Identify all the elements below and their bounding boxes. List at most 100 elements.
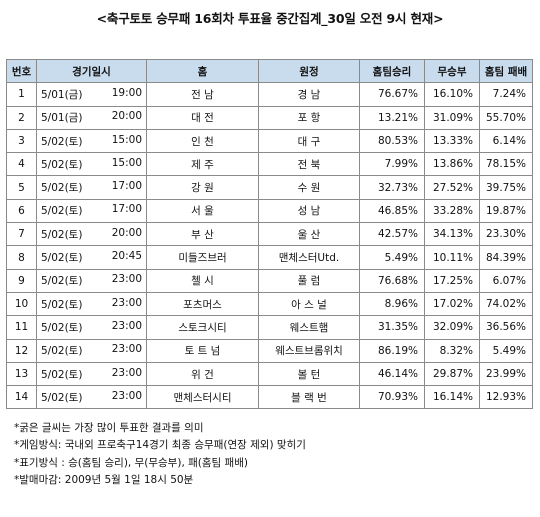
cell-home-team: 위 건 bbox=[146, 361, 259, 387]
table-row: 8 5/02(토) 20:45 미들즈브러 맨체스터Utd. 5.49% 10.11% 84.… bbox=[6, 245, 533, 270]
cell-home-lose: 39.75% bbox=[479, 175, 533, 200]
cell-time: 15:00 bbox=[111, 156, 142, 169]
cell-home-lose: 5.49% bbox=[479, 338, 533, 363]
cell-number: 10 bbox=[6, 291, 37, 317]
cell-away-team: 웨스트브롬위치 bbox=[258, 338, 360, 363]
cell-home-win: 31.35% bbox=[359, 315, 425, 340]
cell-home-team: 강 원 bbox=[146, 175, 259, 200]
cell-time: 20:00 bbox=[111, 226, 142, 239]
cell-away-team: 맨체스터Utd. bbox=[258, 245, 360, 270]
cell-draw: 29.87% bbox=[424, 361, 480, 387]
header-away: 원정 bbox=[258, 58, 360, 84]
cell-number: 3 bbox=[6, 128, 37, 154]
cell-home-lose: 7.24% bbox=[479, 82, 533, 107]
cell-date: 5/01(금) bbox=[41, 88, 83, 101]
cell-draw: 32.09% bbox=[424, 315, 480, 340]
cell-time: 20:00 bbox=[111, 110, 142, 123]
cell-date: 5/01(금) bbox=[41, 112, 83, 125]
cell-home-team: 대 전 bbox=[146, 105, 259, 130]
cell-home-lose: 6.14% bbox=[479, 128, 533, 154]
cell-away-team: 웨스트햄 bbox=[258, 315, 360, 340]
cell-away-team: 전 북 bbox=[258, 152, 360, 177]
cell-date: 5/02(토) bbox=[41, 321, 83, 334]
cell-away-team: 볼 턴 bbox=[258, 361, 360, 387]
cell-datetime: 5/02(토) 17:00 bbox=[36, 198, 147, 224]
cell-number: 4 bbox=[6, 152, 37, 177]
cell-time: 23:00 bbox=[111, 273, 142, 286]
cell-home-lose: 23.30% bbox=[479, 222, 533, 247]
cell-home-win: 76.68% bbox=[359, 268, 425, 293]
cell-number: 7 bbox=[6, 222, 37, 247]
cell-home-win: 86.19% bbox=[359, 338, 425, 363]
cell-time: 20:45 bbox=[111, 250, 142, 263]
cell-time: 23:00 bbox=[111, 319, 142, 332]
cell-time: 23:00 bbox=[111, 296, 142, 309]
cell-draw: 27.52% bbox=[424, 175, 480, 200]
vote-rate-table: 번호 경기일시 홈 원정 홈팀승리 무승부 홈팀 패배 1 5/01(금) 19:0… bbox=[6, 58, 533, 410]
cell-draw: 13.86% bbox=[424, 152, 480, 177]
cell-home-lose: 6.07% bbox=[479, 268, 533, 293]
cell-datetime: 5/02(토) 20:45 bbox=[36, 245, 147, 270]
cell-time: 19:00 bbox=[111, 86, 142, 99]
cell-away-team: 풀 럼 bbox=[258, 268, 360, 293]
cell-datetime: 5/02(토) 15:00 bbox=[36, 128, 147, 154]
cell-home-lose: 36.56% bbox=[479, 315, 533, 340]
cell-away-team: 수 원 bbox=[258, 175, 360, 200]
cell-home-win: 70.93% bbox=[359, 385, 425, 410]
cell-home-team: 맨체스터시티 bbox=[146, 385, 259, 410]
cell-draw: 8.32% bbox=[424, 338, 480, 363]
table-header-row: 번호 경기일시 홈 원정 홈팀승리 무승부 홈팀 패배 bbox=[6, 58, 533, 84]
cell-date: 5/02(토) bbox=[41, 135, 83, 148]
cell-time: 23:00 bbox=[111, 366, 142, 379]
table-row: 12 5/02(토) 23:00 토 트 넘 웨스트브롬위치 86.19% 8.32% 5.4… bbox=[6, 338, 533, 363]
cell-datetime: 5/02(토) 23:00 bbox=[36, 291, 147, 317]
cell-datetime: 5/02(토) 23:00 bbox=[36, 361, 147, 387]
cell-time: 17:00 bbox=[111, 180, 142, 193]
cell-date: 5/02(토) bbox=[41, 391, 83, 404]
note-notation: *표기방식 : 승(홈팀 승리), 무(무승부), 패(홈팀 패배) bbox=[14, 456, 248, 469]
cell-home-team: 미들즈브러 bbox=[146, 245, 259, 270]
cell-number: 1 bbox=[6, 82, 37, 107]
cell-home-win: 46.85% bbox=[359, 198, 425, 224]
cell-date: 5/02(토) bbox=[41, 252, 83, 265]
cell-datetime: 5/02(토) 23:00 bbox=[36, 268, 147, 293]
cell-number: 14 bbox=[6, 385, 37, 410]
cell-home-team: 포츠머스 bbox=[146, 291, 259, 317]
cell-time: 23:00 bbox=[111, 389, 142, 402]
cell-number: 11 bbox=[6, 315, 37, 340]
cell-home-team: 전 남 bbox=[146, 82, 259, 107]
cell-home-team: 인 천 bbox=[146, 128, 259, 154]
note-game-method: *게임방식: 국내외 프로축구14경기 최종 승무패(연장 제외) 맞히기 bbox=[14, 439, 306, 452]
cell-home-lose: 12.93% bbox=[479, 385, 533, 410]
cell-away-team: 대 구 bbox=[258, 128, 360, 154]
note-deadline: *발매마감: 2009년 5월 1일 18시 50분 bbox=[14, 474, 194, 487]
cell-number: 5 bbox=[6, 175, 37, 200]
cell-home-team: 토 트 넘 bbox=[146, 338, 259, 363]
cell-date: 5/02(토) bbox=[41, 158, 83, 171]
cell-number: 6 bbox=[6, 198, 37, 224]
cell-date: 5/02(토) bbox=[41, 368, 83, 381]
header-home-lose: 홈팀 패배 bbox=[479, 58, 533, 84]
cell-home-lose: 78.15% bbox=[479, 152, 533, 177]
cell-number: 2 bbox=[6, 105, 37, 130]
cell-away-team: 포 항 bbox=[258, 105, 360, 130]
cell-away-team: 블 랙 번 bbox=[258, 385, 360, 410]
cell-draw: 16.14% bbox=[424, 385, 480, 410]
cell-home-win: 32.73% bbox=[359, 175, 425, 200]
cell-home-team: 서 울 bbox=[146, 198, 259, 224]
cell-date: 5/02(토) bbox=[41, 182, 83, 195]
cell-home-team: 첼 시 bbox=[146, 268, 259, 293]
cell-home-team: 스토크시티 bbox=[146, 315, 259, 340]
cell-date: 5/02(토) bbox=[41, 345, 83, 358]
cell-home-team: 제 주 bbox=[146, 152, 259, 177]
header-home: 홈 bbox=[146, 58, 259, 84]
cell-home-win: 80.53% bbox=[359, 128, 425, 154]
cell-away-team: 아 스 널 bbox=[258, 291, 360, 317]
page-title: <축구토토 승무패 16회차 투표율 중간집계_30일 오전 9시 현재> bbox=[96, 11, 444, 26]
cell-datetime: 5/02(토) 15:00 bbox=[36, 152, 147, 177]
